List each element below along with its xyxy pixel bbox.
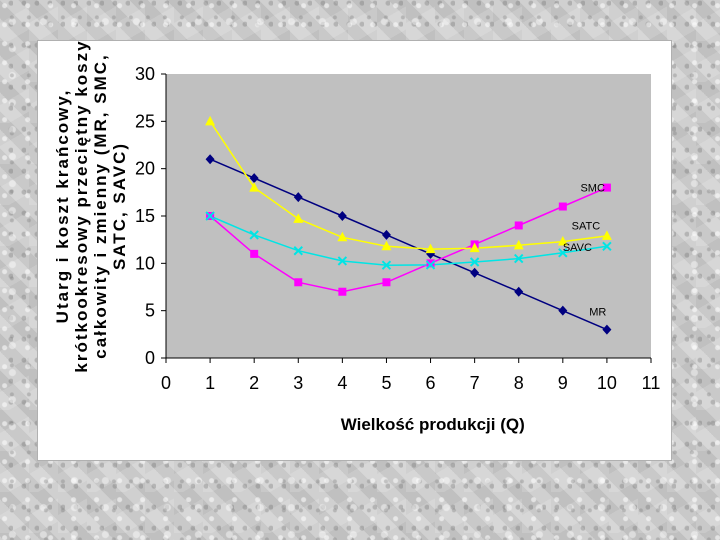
x-tick-label: 10 — [597, 373, 617, 393]
point-smc — [602, 183, 611, 192]
point-savc — [514, 253, 524, 264]
x-tick-label: 1 — [205, 373, 215, 393]
x-tick-label: 3 — [293, 373, 303, 393]
point-mr — [381, 229, 391, 240]
plot-area — [166, 74, 651, 358]
y-tick-label: 30 — [135, 64, 155, 84]
x-tick-label: 8 — [514, 373, 524, 393]
x-tick-label: 7 — [470, 373, 480, 393]
x-tick-label: 6 — [426, 373, 436, 393]
chart: 0 5 10 15 20 25 30 0 1 2 3 4 5 6 7 8 9 10 11 MR SMC SATC SAVC… — [53, 41, 661, 434]
point-savc — [337, 256, 348, 266]
y-axis-label-line: całkowity i zmienny (MR, SMC, — [91, 53, 110, 359]
point-smc — [250, 249, 259, 258]
point-mr — [205, 154, 215, 165]
point-satc — [381, 240, 392, 251]
point-satc — [425, 243, 436, 254]
x-tick-label: 0 — [161, 373, 171, 393]
point-savc — [249, 230, 259, 240]
point-mr — [337, 211, 347, 221]
series-line-satc — [209, 120, 607, 250]
point-smc — [426, 259, 435, 268]
series-line-savc — [209, 215, 608, 266]
y-tick-label: 0 — [145, 348, 155, 368]
x-tick-label: 9 — [558, 373, 568, 393]
y-axis-label-line: Utarg i koszt krańcowy, — [53, 89, 72, 324]
x-tick-label: 4 — [337, 373, 347, 393]
point-mr — [602, 324, 612, 335]
point-smc — [338, 287, 347, 296]
point-satc — [249, 182, 260, 192]
point-satc — [205, 115, 216, 126]
x-tick-label: 5 — [381, 373, 391, 393]
point-smc — [514, 221, 523, 230]
point-satc — [513, 239, 524, 250]
point-savc — [469, 257, 480, 267]
y-axis-label-line: krótkookresowy przeciętny koszy — [72, 41, 91, 373]
point-savc — [602, 241, 612, 252]
series-line-mr — [209, 158, 608, 331]
point-satc — [601, 230, 612, 240]
y-tick-label: 5 — [145, 301, 155, 321]
point-mr — [514, 286, 524, 297]
series-label-savc: SAVC — [563, 242, 592, 254]
point-mr — [470, 267, 480, 278]
point-savc — [381, 260, 392, 270]
x-axis-label: Wielkość produkcji (Q) — [341, 415, 525, 434]
point-satc — [337, 231, 348, 242]
y-axis-label-line: SATC, SAVC) — [110, 142, 129, 270]
point-satc — [293, 213, 304, 223]
y-tick-label: 25 — [135, 111, 155, 131]
point-savc — [205, 211, 215, 221]
point-smc — [558, 202, 567, 211]
point-smc — [294, 278, 303, 287]
point-smc — [382, 278, 391, 287]
point-savc — [558, 248, 568, 258]
series-line-smc — [209, 186, 608, 293]
point-mr — [558, 305, 568, 316]
x-tick-label: 11 — [642, 373, 661, 393]
series-label-smc: SMC — [580, 182, 605, 194]
y-tick-label: 20 — [135, 159, 155, 179]
y-tick-label: 10 — [135, 253, 155, 273]
y-tick-label: 15 — [135, 206, 155, 226]
series-label-satc: SATC — [572, 220, 601, 232]
chart-panel: 0 5 10 15 20 25 30 0 1 2 3 4 5 6 7 8 9 10 11 MR SMC SATC SAVC… — [37, 40, 672, 461]
point-savc — [293, 246, 303, 256]
series-label-mr: MR — [589, 306, 606, 318]
point-satc — [557, 236, 568, 246]
point-satc — [469, 242, 480, 253]
point-savc — [425, 260, 436, 270]
point-mr — [293, 192, 303, 203]
point-mr — [249, 173, 259, 184]
x-tick-label: 2 — [249, 373, 259, 393]
